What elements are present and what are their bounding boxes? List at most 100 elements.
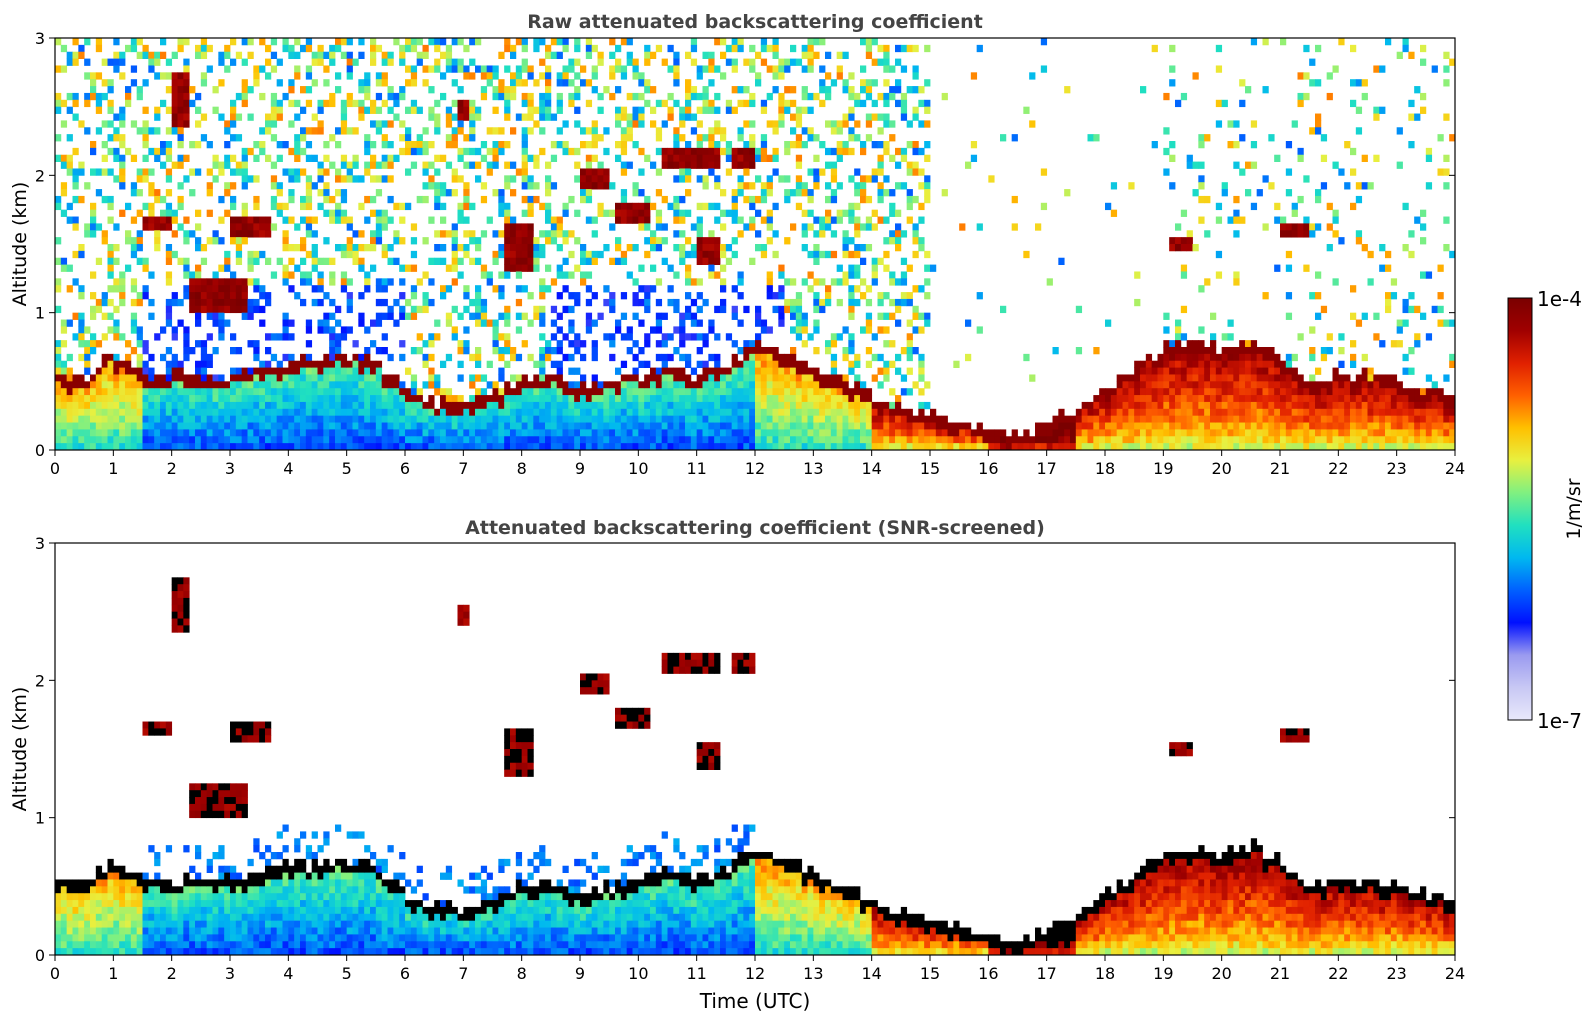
heatmap-cell bbox=[737, 230, 744, 238]
heatmap-cell bbox=[317, 202, 324, 211]
heatmap-cell bbox=[655, 429, 663, 437]
heatmap-cell bbox=[107, 360, 114, 368]
heatmap-cell bbox=[457, 65, 464, 73]
heatmap-cell bbox=[428, 113, 435, 121]
heatmap-cell bbox=[626, 127, 633, 135]
heatmap-cell bbox=[346, 429, 353, 437]
heatmap-cell bbox=[772, 415, 779, 423]
heatmap-cell bbox=[1157, 408, 1164, 417]
heatmap-cell bbox=[644, 86, 651, 94]
heatmap-cell bbox=[795, 120, 803, 128]
heatmap-cell bbox=[335, 72, 342, 80]
heatmap-cell bbox=[288, 285, 295, 293]
heatmap-cell bbox=[358, 408, 365, 417]
heatmap-cell bbox=[585, 388, 593, 396]
heatmap-cell bbox=[1210, 395, 1217, 403]
heatmap-cell bbox=[370, 209, 377, 217]
heatmap-cell bbox=[475, 319, 482, 327]
heatmap-cell bbox=[288, 168, 295, 176]
heatmap-cell bbox=[527, 429, 534, 437]
heatmap-cell bbox=[195, 168, 202, 176]
heatmap-cell bbox=[340, 333, 348, 341]
heatmap-cell bbox=[1204, 401, 1211, 410]
heatmap-cell bbox=[294, 51, 301, 59]
heatmap-cell bbox=[1140, 422, 1147, 430]
heatmap-cell bbox=[364, 86, 371, 94]
heatmap-cell bbox=[1169, 388, 1176, 396]
heatmap-cell bbox=[1198, 353, 1205, 362]
heatmap-cell bbox=[673, 415, 680, 423]
heatmap-cell bbox=[224, 141, 231, 149]
heatmap-cell bbox=[440, 92, 447, 101]
heatmap-cell bbox=[78, 388, 85, 396]
heatmap-cell bbox=[107, 79, 114, 87]
heatmap-cell bbox=[912, 422, 919, 430]
heatmap-cell bbox=[918, 367, 925, 375]
heatmap-cell bbox=[795, 58, 803, 66]
heatmap-cell bbox=[667, 381, 674, 389]
heatmap-cell bbox=[708, 147, 715, 156]
heatmap-cell bbox=[113, 422, 120, 430]
heatmap-cell bbox=[142, 360, 149, 368]
heatmap-cell bbox=[580, 388, 587, 396]
heatmap-cell bbox=[690, 333, 698, 341]
heatmap-cell bbox=[125, 202, 132, 211]
heatmap-cell bbox=[294, 429, 301, 437]
heatmap-cell bbox=[405, 106, 412, 114]
heatmap-cell bbox=[702, 360, 709, 368]
heatmap-cell bbox=[136, 298, 143, 307]
heatmap-cell bbox=[1110, 395, 1118, 403]
heatmap-cell bbox=[492, 340, 499, 348]
heatmap-cell bbox=[673, 443, 680, 450]
heatmap-cell bbox=[1011, 436, 1018, 444]
heatmap-cell bbox=[329, 353, 336, 362]
heatmap-cell bbox=[218, 395, 225, 403]
heatmap-cell bbox=[737, 395, 744, 403]
heatmap-cell bbox=[265, 113, 272, 121]
heatmap-cell bbox=[685, 374, 692, 382]
heatmap-cell bbox=[603, 86, 610, 94]
heatmap-cell bbox=[825, 401, 832, 410]
heatmap-cell bbox=[142, 408, 149, 417]
heatmap-cell bbox=[1204, 195, 1211, 204]
heatmap-cell bbox=[177, 86, 184, 94]
heatmap-cell bbox=[72, 175, 79, 183]
heatmap-cell bbox=[177, 134, 184, 142]
heatmap-cell bbox=[749, 340, 756, 348]
heatmap-cell bbox=[825, 340, 832, 348]
heatmap-cell bbox=[358, 38, 365, 46]
heatmap-cell bbox=[539, 422, 546, 430]
heatmap-cell bbox=[276, 257, 283, 265]
heatmap-cell bbox=[877, 408, 884, 417]
heatmap-cell bbox=[72, 312, 79, 320]
heatmap-cell bbox=[265, 381, 272, 389]
heatmap-cell bbox=[568, 381, 575, 389]
heatmap-cell bbox=[1140, 401, 1147, 410]
heatmap-cell bbox=[620, 443, 628, 450]
heatmap-cell bbox=[813, 298, 820, 307]
heatmap-cell bbox=[877, 415, 884, 423]
heatmap-cell bbox=[515, 271, 523, 279]
heatmap-cell bbox=[78, 395, 85, 403]
heatmap-cell bbox=[130, 182, 138, 190]
heatmap-cell bbox=[440, 244, 447, 252]
heatmap-cell bbox=[1023, 429, 1030, 437]
heatmap-cell bbox=[685, 168, 692, 176]
heatmap-cell bbox=[241, 443, 248, 450]
heatmap-cell bbox=[346, 250, 353, 259]
heatmap-cell bbox=[270, 99, 278, 108]
heatmap-cell bbox=[276, 401, 283, 410]
heatmap-cell bbox=[900, 147, 908, 156]
heatmap-cell bbox=[1134, 388, 1141, 396]
heatmap-cell bbox=[970, 154, 978, 162]
heatmap-cell bbox=[714, 147, 721, 156]
heatmap-cell bbox=[1058, 429, 1065, 437]
heatmap-cell bbox=[580, 395, 587, 403]
heatmap-cell bbox=[107, 86, 114, 94]
heatmap-cell bbox=[282, 415, 289, 423]
heatmap-cell bbox=[749, 141, 756, 149]
heatmap-cell bbox=[900, 99, 908, 108]
heatmap-cell bbox=[620, 333, 628, 341]
heatmap-cell bbox=[679, 353, 686, 362]
heatmap-cell bbox=[696, 202, 703, 211]
